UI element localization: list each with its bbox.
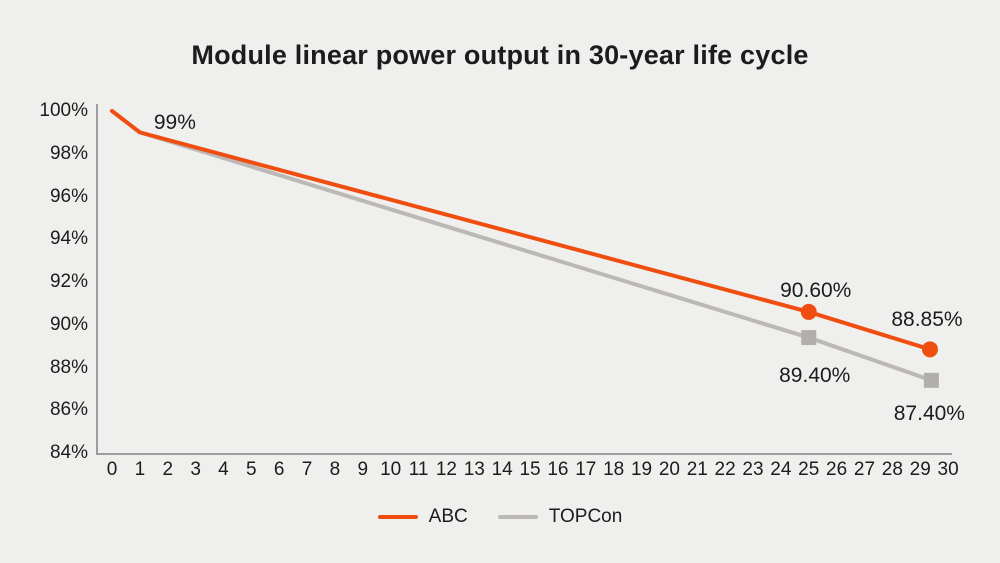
abc-point-marker	[921, 341, 938, 358]
legend-label-abc: ABC	[428, 506, 468, 527]
x-tick-label: 21	[686, 459, 708, 480]
x-tick-label: 16	[547, 459, 569, 480]
x-tick-label: 19	[630, 459, 653, 480]
abc-line-swatch	[377, 515, 418, 519]
x-tick-label: 3	[190, 459, 201, 480]
x-tick-label: 13	[463, 459, 485, 480]
x-tick-label: 17	[575, 459, 597, 480]
x-tick-label: 22	[714, 459, 736, 480]
x-tick-label: 18	[603, 459, 625, 480]
x-tick-label: 4	[218, 459, 229, 480]
x-tick-label: 23	[742, 459, 764, 480]
data-label: 89.40%	[779, 363, 851, 387]
x-tick-label: 8	[329, 459, 341, 480]
topcon-point-marker	[801, 330, 817, 346]
data-label: 90.60%	[780, 278, 852, 302]
y-tick-label: 100%	[39, 100, 88, 121]
y-tick-label: 94%	[49, 228, 88, 250]
legend-item-topcon: TOPCon	[497, 506, 623, 528]
y-tick-label: 86%	[49, 399, 88, 421]
x-tick-label: 15	[519, 459, 541, 480]
abc-point-marker	[800, 303, 817, 320]
x-tick-label: 20	[658, 459, 680, 480]
x-tick-label: 2	[162, 459, 174, 480]
x-tick-label: 14	[491, 459, 513, 480]
x-tick-label: 24	[770, 459, 792, 480]
legend-item-abc: ABC	[377, 506, 468, 528]
legend: ABC TOPCon	[0, 506, 1000, 528]
x-tick-label: 11	[408, 459, 429, 480]
data-label: 87.40%	[893, 402, 965, 426]
x-tick-label: 26	[826, 459, 848, 480]
x-tick-label: 29	[909, 459, 931, 480]
topcon-point-marker	[923, 372, 939, 388]
topcon-line-swatch	[497, 515, 538, 519]
y-tick-label: 96%	[49, 185, 88, 207]
x-tick-label: 5	[246, 459, 257, 480]
x-tick-label: 28	[881, 459, 903, 480]
x-tick-label: 30	[937, 459, 959, 480]
y-tick-label: 84%	[49, 442, 88, 463]
y-tick-label: 90%	[49, 313, 88, 335]
x-tick-label: 25	[798, 459, 820, 480]
y-tick-label: 92%	[49, 271, 88, 292]
x-tick-label: 10	[380, 459, 402, 480]
x-tick-label: 0	[106, 459, 118, 480]
data-label: 99%	[153, 111, 196, 135]
chart-title: Module linear power output in 30-year li…	[191, 40, 809, 70]
x-tick-label: 9	[357, 459, 369, 480]
x-tick-label: 7	[301, 459, 313, 480]
y-tick-label: 88%	[49, 356, 88, 378]
y-tick-label: 98%	[49, 142, 88, 164]
x-tick-label: 1	[134, 459, 146, 480]
abc-line	[110, 109, 932, 352]
data-label: 88.85%	[891, 308, 963, 332]
legend-label-topcon: TOPCon	[548, 506, 623, 527]
x-tick-label: 12	[435, 459, 457, 480]
x-tick-label: 6	[273, 459, 285, 480]
x-tick-label: 27	[853, 459, 876, 480]
